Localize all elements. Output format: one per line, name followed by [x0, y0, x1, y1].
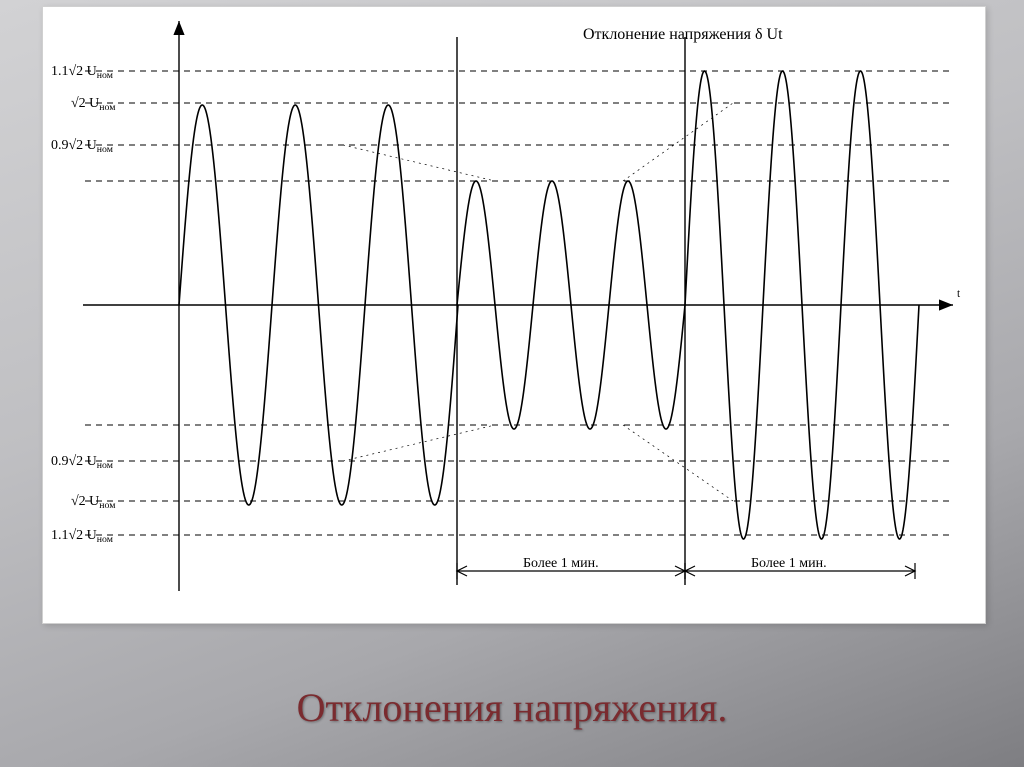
svg-text:t: t [957, 288, 961, 300]
svg-text:Более 1 мин.: Более 1 мин. [523, 556, 599, 571]
svg-text:0.9√2 Uном: 0.9√2 Uном [51, 138, 113, 155]
chart-container: 1.1√2 Uном √2 Uном 0.9√2 Uном 0.9√2 Uном √2 … [42, 6, 986, 624]
svg-text:Отклонение напряжения δ Ut: Отклонение напряжения δ Ut [583, 26, 783, 43]
svg-text:Более 1 мин.: Более 1 мин. [751, 556, 827, 571]
svg-text:0.9√2 Uном: 0.9√2 Uном [51, 454, 113, 471]
slide-title: Отклонения напряжения. [0, 684, 1024, 731]
slide-root: 1.1√2 Uном √2 Uном 0.9√2 Uном 0.9√2 Uном √2 … [0, 0, 1024, 767]
chart-svg: 1.1√2 Uном √2 Uном 0.9√2 Uном 0.9√2 Uном √2 … [43, 7, 985, 623]
svg-text:√2 Uном: √2 Uном [71, 494, 115, 511]
svg-text:1.1√2 Uном: 1.1√2 Uном [51, 64, 113, 81]
svg-text:1.1√2 Uном: 1.1√2 Uном [51, 528, 113, 545]
svg-text:√2 Uном: √2 Uном [71, 96, 115, 113]
